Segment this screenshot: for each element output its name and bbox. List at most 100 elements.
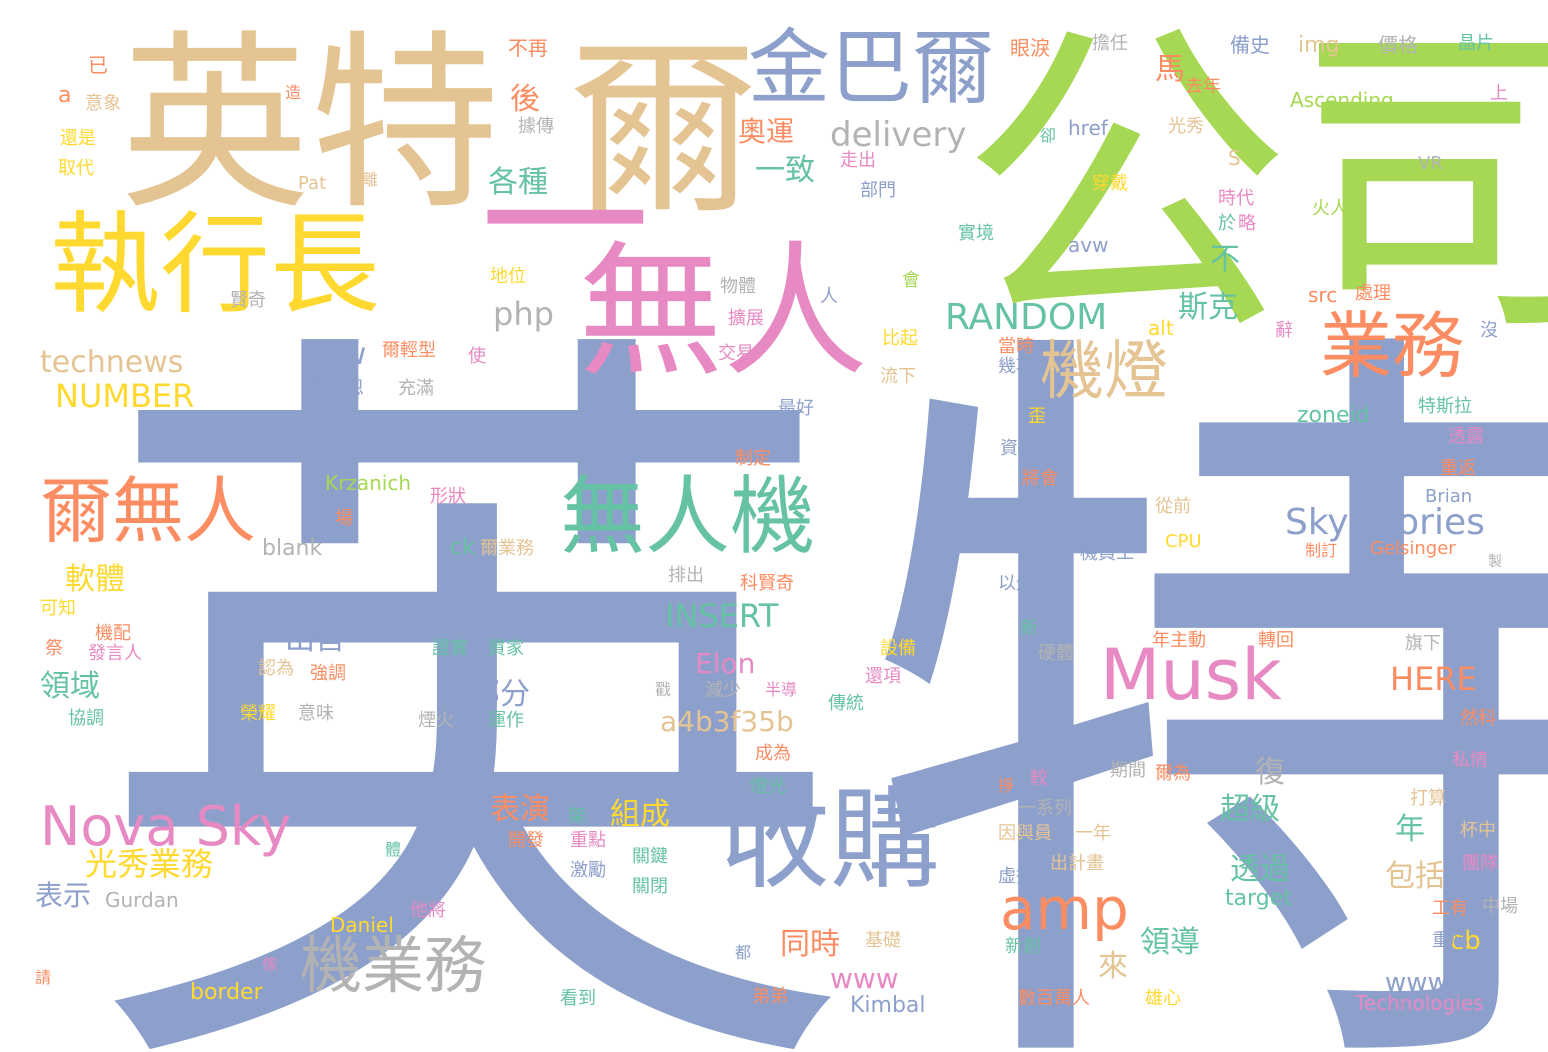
cloud-word: 布萊恩 — [310, 378, 364, 399]
cloud-word: 還項 — [865, 666, 901, 687]
cloud-word: tw — [330, 337, 367, 372]
cloud-word: 各種 — [488, 165, 548, 200]
cloud-word: 一致 — [755, 153, 815, 188]
cloud-word: 擴展 — [728, 308, 764, 329]
cloud-word: 價格 — [1378, 33, 1418, 57]
cloud-word: 領導 — [1140, 925, 1200, 960]
cloud-word: Musk — [1100, 634, 1282, 716]
cloud-word: 證實 — [432, 638, 468, 659]
cloud-word: www — [830, 962, 899, 995]
cloud-word: 旗下 — [1405, 633, 1441, 654]
cloud-word: 意味 — [298, 703, 334, 724]
cloud-word: 出售 — [285, 622, 345, 657]
cloud-word: 半導 — [765, 680, 798, 699]
cloud-word: 協調 — [68, 708, 104, 729]
cloud-word: Nova Sky — [40, 795, 292, 858]
cloud-word: a4b3f35b — [660, 705, 794, 738]
cloud-word: 重點 — [570, 830, 606, 851]
cloud-word: 比起 — [882, 328, 918, 349]
cloud-word: 科賢奇 — [740, 573, 794, 594]
cloud-word: 擔任 — [1092, 33, 1128, 54]
cloud-word: 業務 — [1320, 304, 1465, 388]
cloud-word: 減少 — [705, 680, 741, 701]
cloud-word: 都 — [735, 943, 752, 962]
cloud-word: 光秀業務 — [85, 845, 214, 883]
cloud-word: 從前 — [1155, 496, 1191, 517]
cloud-word: href — [1068, 116, 1108, 140]
cloud-word: 爾業務 — [480, 538, 534, 559]
cloud-word: 幾項 — [998, 356, 1034, 377]
cloud-word: 於 — [1218, 213, 1236, 234]
cloud-word: technews — [40, 345, 184, 380]
cloud-word: 排出 — [668, 565, 704, 586]
cloud-word: 不再 — [508, 36, 548, 60]
cloud-word: delivery — [830, 115, 967, 155]
cloud-word: 數百萬人 — [1018, 988, 1090, 1009]
cloud-word: 歪 — [1028, 406, 1046, 427]
cloud-word: 不 — [1210, 242, 1240, 277]
cloud-word: 基礎 — [865, 930, 901, 951]
cloud-word: 機業務 — [300, 929, 487, 1002]
cloud-word: 傳統 — [828, 693, 864, 714]
cloud-word: 沒 — [1480, 320, 1498, 341]
cloud-word: ck — [450, 535, 475, 560]
cloud-word: zoneid — [1297, 403, 1370, 428]
cloud-word: 他將 — [410, 900, 446, 921]
cloud-word: INSERT — [665, 597, 779, 635]
cloud-word: 一年 — [1075, 823, 1111, 844]
cloud-word: 開發 — [508, 830, 544, 851]
cloud-word: 使 — [468, 346, 486, 367]
cloud-word: target — [1225, 886, 1292, 911]
cloud-word: 將會 — [1022, 468, 1058, 489]
cloud-word: 略 — [1238, 213, 1256, 234]
cloud-word: 賢奇 — [230, 290, 266, 311]
cloud-word: 重返 — [1440, 458, 1476, 479]
cloud-word: Sky Stories — [1285, 502, 1485, 543]
cloud-word: 表示 — [35, 879, 92, 912]
cloud-word: 無人機 — [560, 468, 816, 567]
cloud-word: 請 — [35, 968, 52, 987]
cloud-word: 金巴爾 — [748, 21, 995, 116]
cloud-word: 卻 — [1040, 126, 1057, 145]
cloud-word: 透過 — [1230, 852, 1290, 887]
cloud-word: 核心 — [1080, 505, 1140, 540]
cloud-word: 形狀 — [430, 486, 466, 507]
cloud-word: Daniel — [330, 913, 394, 937]
cloud-word: 祭 — [45, 638, 63, 659]
cloud-word: 辭 — [1275, 320, 1293, 341]
cloud-word: 火人 — [1312, 198, 1348, 219]
cloud-word: 發言人 — [88, 643, 142, 664]
cloud-word: 執行長 — [50, 201, 380, 329]
cloud-word: 英特 — [120, 14, 501, 235]
cloud-word: 新 — [1020, 618, 1038, 639]
cloud-word: php — [493, 295, 554, 333]
cloud-word: 看到 — [560, 988, 596, 1009]
cloud-word: 馬 — [1155, 52, 1185, 87]
cloud-word: 榮耀 — [240, 703, 276, 724]
cloud-word: Technologies — [1355, 991, 1484, 1015]
cloud-word: Pat — [298, 173, 327, 194]
cloud-word: border — [190, 980, 263, 1005]
cloud-word: 特斯拉 — [1418, 396, 1472, 417]
cloud-word: 處理 — [1355, 283, 1391, 304]
cloud-word: 強調 — [310, 663, 346, 684]
cloud-word: 一系列 — [1018, 798, 1072, 819]
cloud-word: 無人 — [578, 228, 868, 397]
cloud-word: 最好 — [778, 398, 814, 419]
cloud-word: 軟體 — [65, 562, 125, 597]
cloud-word: 設備 — [880, 638, 916, 659]
cloud-word: 來 — [1098, 949, 1128, 984]
cloud-word: 後 — [510, 82, 540, 117]
cloud-word: cb — [1450, 926, 1481, 956]
cloud-word: amp — [1000, 875, 1129, 943]
cloud-word: 交易 — [718, 343, 754, 364]
cloud-word: 充滿 — [398, 378, 434, 399]
cloud-word: Elon — [695, 647, 756, 680]
cloud-word: 當時 — [998, 336, 1034, 357]
cloud-word: 關閉 — [632, 876, 668, 897]
cloud-word: a — [58, 83, 72, 108]
cloud-word: 實境 — [958, 223, 994, 244]
cloud-word: 一 — [480, 126, 651, 324]
cloud-word: 可知 — [40, 598, 76, 619]
cloud-word: 部門 — [860, 180, 896, 201]
